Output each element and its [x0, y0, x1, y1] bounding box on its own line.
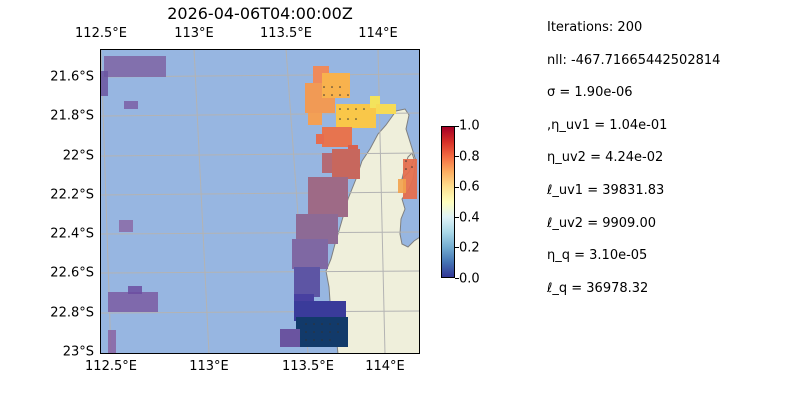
colorbar-tickmark	[455, 217, 459, 218]
colorbar-tick-label: 0.0	[459, 271, 480, 287]
lat-tick: 21.6°S	[50, 69, 94, 85]
stat-eta-uv2: η_uv2 = 4.24e-02	[547, 150, 664, 166]
colorbar-tickmark	[455, 247, 459, 248]
stipple-dots	[305, 86, 413, 341]
colorbar-tickmark	[455, 187, 459, 188]
stat-eta-uv1: ,η_uv1 = 1.04e-01	[547, 117, 668, 133]
lon-tick-bottom: 113.5°E	[282, 359, 334, 374]
lon-tick-top: 113.5°E	[260, 26, 312, 41]
stat-iterations: Iterations: 200	[547, 20, 643, 35]
lon-tick-top: 112.5°E	[75, 26, 127, 41]
colorbar-tickmark	[455, 278, 459, 279]
colorbar-tickmark	[455, 126, 459, 127]
lon-tick-top: 113°E	[174, 26, 214, 41]
lon-tick-bottom: 113°E	[189, 359, 229, 374]
colorbar	[441, 126, 455, 278]
map-title: 2026-04-06T04:00:00Z	[167, 4, 353, 23]
lat-tick: 23°S	[62, 344, 94, 360]
colorbar-tick-label: 0.8	[459, 149, 480, 165]
lat-tick: 21.8°S	[50, 108, 94, 124]
stat-ell-uv2: ℓ_uv2 = 9909.00	[547, 215, 656, 231]
stat-sigma: σ = 1.90e-06	[547, 85, 633, 101]
lat-tick: 22.4°S	[50, 226, 94, 242]
stats-panel: Iterations: 200 nll: -467.71665442502814…	[547, 19, 720, 312]
map-border	[100, 49, 420, 354]
colorbar-tick-label: 0.6	[459, 179, 480, 195]
colorbar-tickmark	[455, 156, 459, 157]
stat-ell-q: ℓ_q = 36978.32	[547, 280, 649, 296]
stat-ell-uv1: ℓ_uv1 = 39831.83	[547, 182, 665, 198]
colorbar-tick-label: 0.2	[459, 240, 480, 256]
lon-tick-top: 114°E	[358, 26, 398, 41]
stat-nll: nll: -467.71665442502814	[547, 52, 721, 68]
colorbar-tick-label: 0.4	[459, 210, 480, 226]
lon-tick-bottom: 112.5°E	[85, 359, 137, 374]
lat-tick: 22.6°S	[50, 265, 94, 281]
lat-tick: 22.2°S	[50, 187, 94, 203]
lat-tick: 22.8°S	[50, 305, 94, 321]
land	[325, 108, 420, 354]
lon-tick-bottom: 114°E	[365, 359, 405, 374]
stat-eta-q: η_q = 3.10e-05	[547, 248, 648, 264]
lat-tick: 22°S	[62, 148, 94, 164]
map-panel	[100, 49, 420, 354]
colorbar-tick-label: 1.0	[459, 118, 480, 134]
